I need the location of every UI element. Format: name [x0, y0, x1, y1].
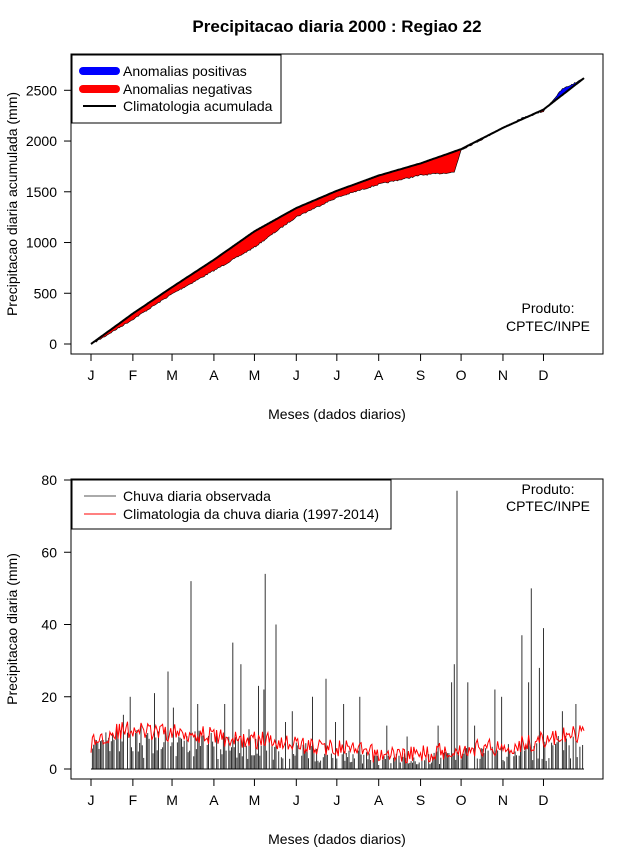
bottom-y-axis: 0 20 40 60 80	[41, 472, 72, 777]
bottom-x-tick-label: J	[293, 792, 300, 808]
bottom-x-tick-label: M	[249, 792, 261, 808]
bottom-plot-area	[90, 490, 585, 770]
top-x-tick-label: S	[416, 367, 425, 383]
top-y-tick-label: 500	[34, 285, 58, 301]
top-x-tick-label: J	[293, 367, 300, 383]
bottom-x-axis-label: Meses (dados diarios)	[268, 831, 406, 847]
top-y-tick-label: 1500	[26, 184, 57, 200]
top-x-tick-label: M	[249, 367, 261, 383]
top-panel: 0 500 1000 1500 2000 2500 J F M A M J J A S O N D Meses …	[4, 53, 604, 422]
bottom-y-tick-label: 0	[49, 761, 57, 777]
bottom-x-tick-label: M	[166, 792, 178, 808]
bottom-x-tick-label: O	[456, 792, 467, 808]
bottom-y-tick-label: 60	[41, 544, 57, 560]
bottom-y-tick-label: 80	[41, 472, 57, 488]
bottom-x-tick-label: D	[538, 792, 548, 808]
top-y-axis: 0 500 1000 1500 2000 2500	[26, 82, 72, 352]
bottom-x-tick-label: J	[333, 792, 340, 808]
top-plot-area	[90, 77, 585, 345]
bottom-y-axis-label: Precipitacao diaria (mm)	[4, 553, 20, 705]
legend-label-positive: Anomalias positivas	[123, 63, 247, 79]
legend-label-climatology: Climatologia acumulada	[123, 98, 273, 114]
legend-label-observed: Chuva diaria observada	[123, 488, 271, 504]
bottom-x-tick-label: J	[88, 792, 95, 808]
bottom-panel: 0 20 40 60 80 J F M A M J J A S O N D Meses (dados diar…	[4, 472, 604, 847]
bottom-y-tick-label: 40	[41, 617, 57, 633]
bottom-x-tick-label: S	[416, 792, 425, 808]
top-x-tick-label: J	[333, 367, 340, 383]
bottom-annotation-line1: Produto:	[522, 481, 575, 497]
legend-label-clim-daily: Climatologia da chuva diaria (1997-2014)	[123, 506, 379, 522]
top-annotation-line1: Produto:	[522, 300, 575, 316]
top-x-tick-label: A	[209, 367, 219, 383]
bottom-x-tick-label: F	[129, 792, 138, 808]
bottom-x-tick-label: N	[498, 792, 508, 808]
top-x-axis-label: Meses (dados diarios)	[268, 406, 406, 422]
negative-anomaly-area	[92, 134, 489, 344]
top-y-tick-label: 1000	[26, 235, 57, 251]
top-y-tick-label: 0	[49, 336, 57, 352]
legend-label-negative: Anomalias negativas	[123, 81, 252, 97]
bottom-annotation-line2: CPTEC/INPE	[506, 498, 590, 514]
bottom-legend: Chuva diaria observada Climatologia da c…	[71, 479, 392, 530]
top-x-tick-label: D	[538, 367, 548, 383]
top-y-axis-label: Precipitacao diaria acumulada (mm)	[4, 92, 20, 316]
top-x-tick-label: N	[498, 367, 508, 383]
bottom-legend-box	[71, 479, 392, 530]
bottom-y-tick-label: 20	[41, 689, 57, 705]
top-x-tick-label: A	[374, 367, 384, 383]
bottom-x-tick-label: A	[209, 792, 219, 808]
top-annotation-line2: CPTEC/INPE	[506, 318, 590, 334]
top-x-tick-label: M	[166, 367, 178, 383]
top-y-tick-label: 2500	[26, 82, 57, 98]
top-x-tick-label: F	[129, 367, 138, 383]
chart-title: Precipitacao diaria 2000 : Regiao 22	[192, 17, 481, 36]
top-y-tick-label: 2000	[26, 133, 57, 149]
climatology-daily-line	[90, 721, 585, 764]
top-x-tick-label: O	[456, 367, 467, 383]
top-x-tick-label: J	[88, 367, 95, 383]
bottom-x-tick-label: A	[374, 792, 384, 808]
top-legend: Anomalias positivas Anomalias negativas …	[71, 54, 282, 124]
climatology-cumulative-line	[90, 77, 585, 345]
